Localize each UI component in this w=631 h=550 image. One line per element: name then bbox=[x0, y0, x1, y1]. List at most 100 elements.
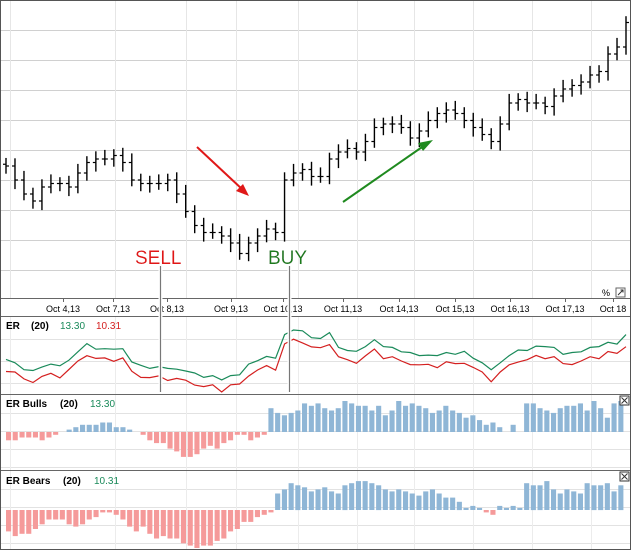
er-bulls-histogram bbox=[6, 401, 624, 457]
er-bulls-panel-value: 13.30 bbox=[90, 399, 115, 410]
er-bears-bar bbox=[160, 510, 166, 537]
ohlc-bar bbox=[209, 223, 216, 239]
er-bulls-bar bbox=[180, 432, 186, 457]
er-bears-bar bbox=[73, 510, 79, 527]
ohlc-bar bbox=[353, 142, 360, 160]
er-bears-bar bbox=[12, 510, 18, 537]
ohlc-bar bbox=[47, 174, 54, 194]
ohlc-bar bbox=[596, 65, 603, 83]
er-bears-bar bbox=[167, 510, 173, 539]
er-bears-bar bbox=[510, 505, 516, 510]
er-bulls-bar bbox=[510, 424, 516, 432]
ohlc-bar bbox=[371, 118, 378, 148]
er-bears-bar bbox=[362, 481, 368, 510]
ohlc-bar bbox=[272, 222, 279, 241]
ohlc-bar bbox=[281, 172, 288, 242]
ohlc-bar bbox=[362, 133, 369, 162]
er-bears-bar bbox=[308, 491, 314, 510]
ohlc-bar bbox=[614, 37, 621, 61]
er-bears-bar bbox=[140, 510, 146, 527]
ohlc-bar bbox=[578, 74, 585, 95]
er-bulls-bar bbox=[483, 424, 489, 432]
er-bears-bar bbox=[127, 510, 133, 527]
er-bears-bar bbox=[429, 489, 435, 510]
er-bulls-panel: ER Bulls (20) 13.30 bbox=[0, 394, 631, 470]
ohlc-bar bbox=[65, 175, 72, 197]
er-bears-bar bbox=[120, 510, 126, 520]
er-bulls-close-icon[interactable] bbox=[619, 395, 630, 406]
er-bulls-bar bbox=[544, 410, 550, 432]
er-bears-bar bbox=[113, 510, 119, 515]
er-bears-bar bbox=[248, 510, 254, 522]
er-bulls-bar bbox=[288, 412, 294, 432]
ohlc-bar bbox=[236, 233, 243, 260]
er-bulls-panel-period: (20) bbox=[60, 399, 78, 410]
er-bears-bar bbox=[524, 483, 530, 510]
er-bears-bar bbox=[46, 510, 52, 520]
er-bears-panel-value: 10.31 bbox=[94, 476, 119, 487]
er-lines bbox=[5, 329, 627, 393]
x-tick-label: Oct 7,13 bbox=[96, 304, 130, 314]
sell-label: SELL bbox=[135, 248, 181, 269]
ohlc-bar bbox=[83, 156, 90, 181]
ohlc-bar bbox=[542, 96, 549, 115]
er-bulls-bar bbox=[456, 412, 462, 432]
buy-signal: BUY bbox=[268, 248, 307, 392]
ohlc-bar bbox=[470, 112, 477, 137]
er-bears-bar bbox=[254, 510, 260, 518]
er-bears-close-icon[interactable] bbox=[619, 471, 630, 482]
er-bears-panel: ER Bears (20) 10.31 bbox=[0, 470, 631, 550]
er-bulls-bar bbox=[403, 405, 409, 432]
ohlc-bar bbox=[38, 179, 45, 211]
er-bears-bar bbox=[544, 481, 550, 510]
er-bears-bar bbox=[261, 510, 267, 515]
er-bulls-bar bbox=[342, 401, 348, 432]
ohlc-bar bbox=[29, 187, 36, 209]
ohlc-bar bbox=[443, 102, 450, 123]
x-tick-labels: Oct 4,13 Oct 7,13 Oct 8,13 Oct 9,13 Oct 10,1… bbox=[46, 298, 626, 314]
ohlc-bar bbox=[623, 16, 629, 55]
er-bulls-bar bbox=[382, 415, 388, 432]
er-bulls-bar bbox=[611, 403, 617, 432]
er-bears-bar bbox=[241, 510, 247, 522]
er-bulls-panel-title: ER Bulls bbox=[6, 399, 48, 410]
er-bulls-bar bbox=[26, 432, 32, 438]
price-gridlines bbox=[0, 0, 631, 298]
er-panel: ER (20) 13.30 10.31 bbox=[0, 316, 631, 394]
er-bears-bar bbox=[80, 510, 86, 525]
ohlc-bar bbox=[218, 226, 225, 244]
er-bulls-bar bbox=[39, 432, 45, 441]
ohlc-bar bbox=[101, 149, 108, 166]
er-bulls-bar bbox=[120, 427, 126, 432]
er-bears-bar bbox=[456, 501, 462, 511]
er-bulls-bar bbox=[477, 420, 483, 432]
x-tick-label: Oct 10,13 bbox=[263, 304, 302, 314]
ohlc-bar bbox=[164, 173, 171, 192]
ohlc-bar bbox=[317, 167, 324, 183]
er-bears-bar bbox=[26, 510, 32, 534]
er-bulls-bar bbox=[322, 408, 328, 432]
er-bulls-bar bbox=[12, 432, 18, 441]
er-bears-bar bbox=[396, 489, 402, 510]
er-bulls-bar bbox=[113, 427, 119, 432]
er-bulls-bar bbox=[66, 429, 72, 432]
er-bears-bar bbox=[228, 510, 234, 532]
panel-resize-icon[interactable] bbox=[615, 287, 626, 298]
er-bears-bar bbox=[214, 510, 220, 541]
er-bulls-bar bbox=[443, 405, 449, 432]
er-panel-period: (20) bbox=[31, 321, 49, 332]
er-bears-histogram bbox=[6, 481, 624, 548]
down-trend-arrow bbox=[196, 146, 249, 196]
er-bears-bar bbox=[302, 487, 308, 510]
x-tick-label: Oct 17,13 bbox=[545, 304, 584, 314]
ohlc-bar bbox=[560, 79, 567, 103]
er-bulls-bar bbox=[214, 432, 220, 449]
ohlc-bar bbox=[299, 163, 306, 181]
er-bears-bar bbox=[551, 489, 557, 510]
er-bears-bar bbox=[335, 493, 341, 510]
er-bears-bar bbox=[221, 510, 227, 539]
er-bulls-bar bbox=[248, 432, 254, 441]
er-bulls-bar bbox=[335, 408, 341, 432]
er-bears-bar bbox=[564, 489, 570, 510]
er-bears-bar bbox=[403, 491, 409, 510]
